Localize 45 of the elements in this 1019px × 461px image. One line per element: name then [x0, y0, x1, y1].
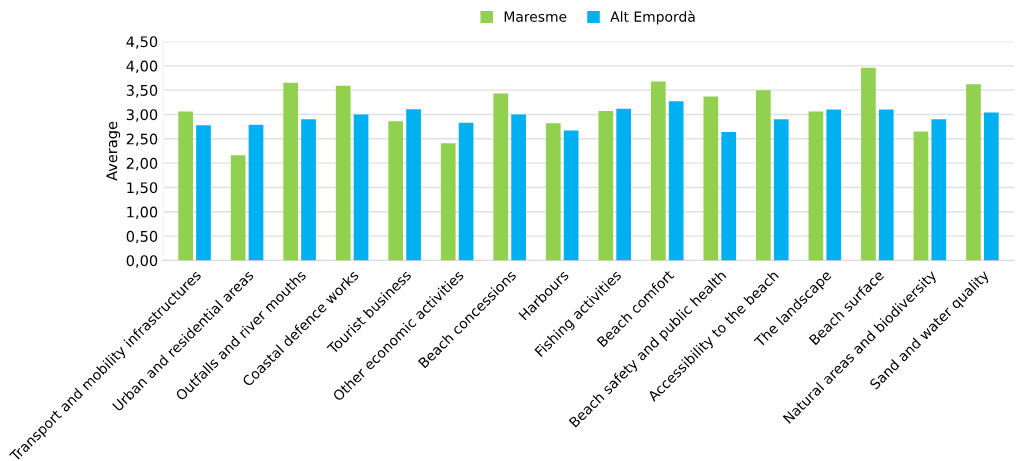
y-tick-label: 2,50	[126, 133, 158, 147]
bar	[440, 143, 456, 261]
bar	[406, 109, 421, 261]
bar	[668, 101, 684, 261]
bar	[983, 112, 999, 261]
bar	[826, 109, 842, 261]
bar	[458, 122, 474, 261]
bar	[756, 90, 771, 261]
y-tick-label: 1,00	[127, 206, 158, 220]
y-tick-label: 4,50	[126, 36, 158, 49]
bar	[301, 119, 316, 261]
bar	[808, 111, 824, 261]
bar	[563, 130, 579, 261]
y-tick-label: 0,50	[126, 230, 158, 244]
legend-label: Alt Empordà	[610, 10, 695, 25]
bar	[493, 93, 509, 261]
bar	[196, 125, 211, 261]
bar	[773, 119, 789, 261]
y-tick-label: 3,00	[126, 109, 158, 122]
bar	[511, 114, 526, 261]
bar	[248, 124, 264, 261]
bar	[650, 81, 666, 261]
bar	[878, 109, 894, 261]
bar	[966, 84, 981, 261]
y-tick-label: 4,00	[126, 60, 158, 74]
y-axis-title: Average	[106, 121, 121, 181]
bar	[616, 108, 632, 261]
bar	[178, 111, 193, 261]
bar	[353, 114, 369, 261]
y-tick-label: 2,00	[126, 157, 158, 171]
bar	[545, 123, 561, 261]
y-tick-label: 3,50	[126, 84, 158, 98]
bar	[703, 96, 719, 261]
bar	[721, 132, 737, 261]
y-tick-label: 1,50	[127, 182, 158, 195]
y-tick-label: 0,00	[126, 255, 158, 268]
bar	[913, 131, 929, 261]
bar	[931, 119, 947, 261]
bar	[598, 111, 614, 261]
legend-label: Maresme	[504, 11, 567, 22]
bar	[388, 121, 404, 261]
bar	[335, 85, 351, 261]
bar	[861, 67, 876, 261]
bar	[283, 82, 299, 261]
bar	[230, 155, 246, 261]
